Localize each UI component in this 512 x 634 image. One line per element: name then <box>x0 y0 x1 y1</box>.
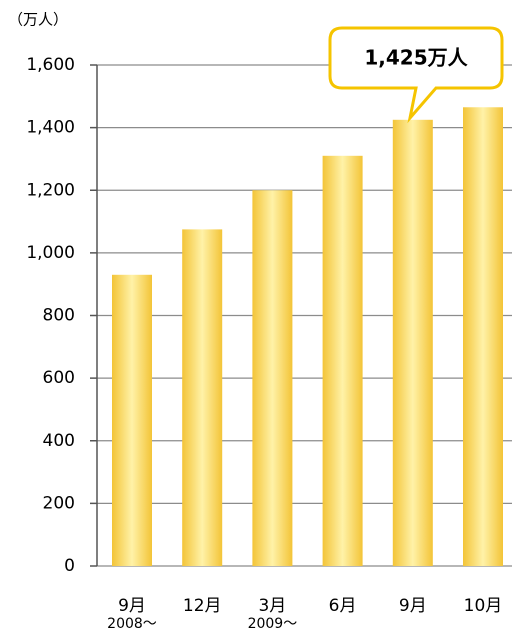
x-tick-label: 12月 <box>183 596 222 616</box>
x-sub-label: 2008～ <box>107 616 157 632</box>
bar <box>182 229 223 566</box>
bar <box>463 107 503 566</box>
x-sub-label: 2009～ <box>248 616 298 632</box>
bar <box>112 274 152 566</box>
x-tick-label: 3月 <box>258 596 286 616</box>
y-tick-label: 400 <box>43 431 75 451</box>
x-tick-label: 9月 <box>399 596 427 616</box>
bar <box>252 190 293 566</box>
x-tick-label: 9月 <box>118 596 146 616</box>
x-tick-label: 10月 <box>464 596 503 616</box>
y-tick-label: 1,200 <box>26 180 75 200</box>
y-tick-label: 600 <box>43 368 75 388</box>
unit-label: （万人） <box>8 11 68 29</box>
bar <box>392 119 433 566</box>
y-tick-label: 1,000 <box>26 243 75 263</box>
value-label: 1,425万人 <box>364 46 468 70</box>
bar <box>322 155 363 566</box>
y-tick-label: 800 <box>43 306 75 326</box>
y-tick-label: 200 <box>43 493 75 513</box>
y-tick-label: 0 <box>64 556 75 576</box>
callout-bubble <box>328 26 504 124</box>
callout: 1,425万人 <box>328 26 504 124</box>
x-tick-label: 6月 <box>329 596 357 616</box>
y-tick-label: 1,400 <box>26 118 75 138</box>
y-tick-label: 1,600 <box>26 55 75 75</box>
